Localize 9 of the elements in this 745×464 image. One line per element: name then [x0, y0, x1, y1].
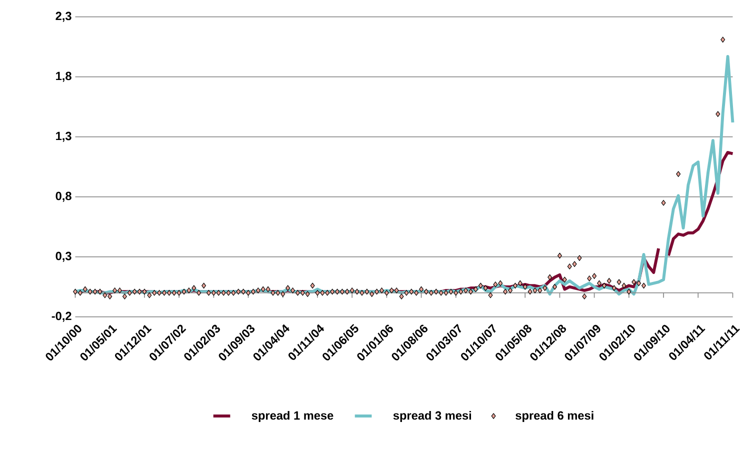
legend-label: spread 1 mese — [252, 410, 334, 422]
legend-label: spread 6 mesi — [516, 410, 594, 422]
y-tick-label: -0,2 — [52, 312, 72, 322]
legend-label: spread 3 mesi — [393, 410, 472, 422]
y-tick-label: 1,3 — [56, 132, 72, 142]
y-tick-label: 2,3 — [56, 12, 72, 22]
y-tick-label: 1,8 — [56, 72, 72, 82]
y-tick-label: 0,8 — [56, 192, 72, 202]
y-tick-label: 0,3 — [56, 252, 72, 262]
